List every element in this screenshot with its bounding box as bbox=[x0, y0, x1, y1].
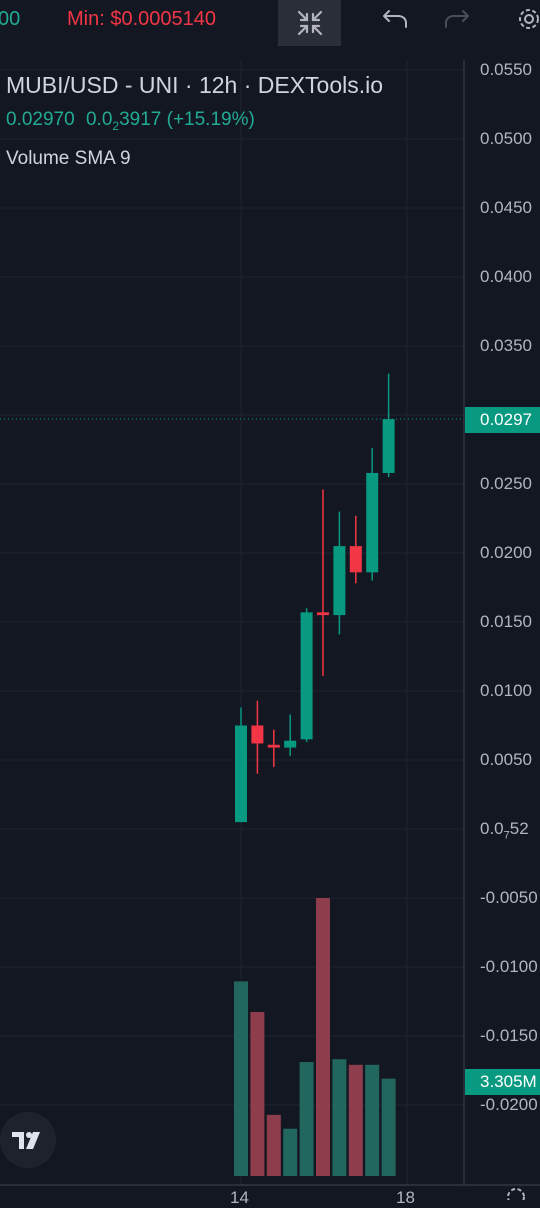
x-tick: 14 bbox=[230, 1188, 249, 1207]
volume-bar bbox=[316, 898, 330, 1176]
volume-indicator-label: Volume SMA 9 bbox=[6, 148, 131, 169]
gear-icon bbox=[519, 9, 539, 29]
y-tick: 0.0200 bbox=[480, 543, 532, 562]
candle-body bbox=[284, 740, 297, 748]
volume-bar bbox=[365, 1064, 380, 1176]
close-price: 0.02970 bbox=[6, 109, 75, 130]
price-value: 0.023917 (+15.19%) bbox=[85, 109, 255, 133]
axis-settings-button[interactable] bbox=[502, 1184, 530, 1200]
candle-body bbox=[235, 725, 247, 823]
y-tick: -0.0150 bbox=[480, 1026, 538, 1045]
candle-body bbox=[251, 725, 264, 744]
chart-title: MUBI/USD - UNI · 12h · DEXTools.io bbox=[6, 72, 384, 98]
y-tick: -0.0100 bbox=[480, 957, 538, 976]
y-tick: 0.0550 bbox=[480, 60, 532, 79]
volume-bar bbox=[299, 1062, 314, 1176]
candle-body bbox=[349, 546, 362, 573]
y-tick: -0.0200 bbox=[480, 1095, 538, 1114]
tradingview-logo-icon bbox=[12, 1132, 40, 1149]
y-tick: 0.0350 bbox=[480, 336, 532, 355]
candle-body bbox=[317, 612, 329, 616]
volume-bar bbox=[266, 1114, 281, 1176]
gear-icon bbox=[507, 1188, 525, 1200]
collapse-button[interactable] bbox=[278, 0, 341, 46]
volume-tag: 3.305M bbox=[465, 1069, 540, 1095]
y-tick: 0.0450 bbox=[480, 198, 532, 217]
price-readout: 0.02970 0.023917 (+15.19%) bbox=[6, 109, 255, 133]
volume-bar bbox=[234, 981, 248, 1176]
y-tick: 0.0150 bbox=[480, 612, 532, 631]
y-tick: 0.0400 bbox=[480, 267, 532, 286]
tradingview-logo-button[interactable] bbox=[0, 1112, 56, 1168]
redo-icon bbox=[445, 10, 469, 28]
y-tick: 0.0752 bbox=[480, 819, 529, 842]
redo-button[interactable] bbox=[440, 4, 474, 34]
max-price-fragment: 00 bbox=[0, 8, 21, 30]
y-tick: 0.0250 bbox=[480, 474, 532, 493]
undo-button[interactable] bbox=[378, 4, 412, 34]
volume-bar bbox=[348, 1064, 363, 1176]
y-tick: 0.0050 bbox=[480, 750, 532, 769]
x-tick: 18 bbox=[396, 1188, 415, 1207]
volume-bar bbox=[250, 1011, 265, 1176]
settings-button[interactable] bbox=[514, 4, 540, 34]
candle-body bbox=[366, 472, 379, 573]
current-price-tag: 0.0297 bbox=[465, 407, 540, 433]
candle-body bbox=[382, 419, 395, 473]
candle-body bbox=[267, 744, 280, 748]
y-tick: 0.0500 bbox=[480, 129, 532, 148]
y-tick: 0.0100 bbox=[480, 681, 532, 700]
volume-bar bbox=[332, 1059, 347, 1176]
undo-icon bbox=[383, 10, 407, 28]
candle-body bbox=[333, 546, 346, 616]
candle-body bbox=[300, 612, 313, 740]
y-tick: -0.0050 bbox=[480, 888, 538, 907]
min-price-label: Min: $0.0005140 bbox=[67, 8, 217, 30]
volume-bar bbox=[381, 1078, 396, 1176]
volume-bar bbox=[283, 1128, 298, 1176]
collapse-arrows-icon bbox=[297, 10, 322, 36]
